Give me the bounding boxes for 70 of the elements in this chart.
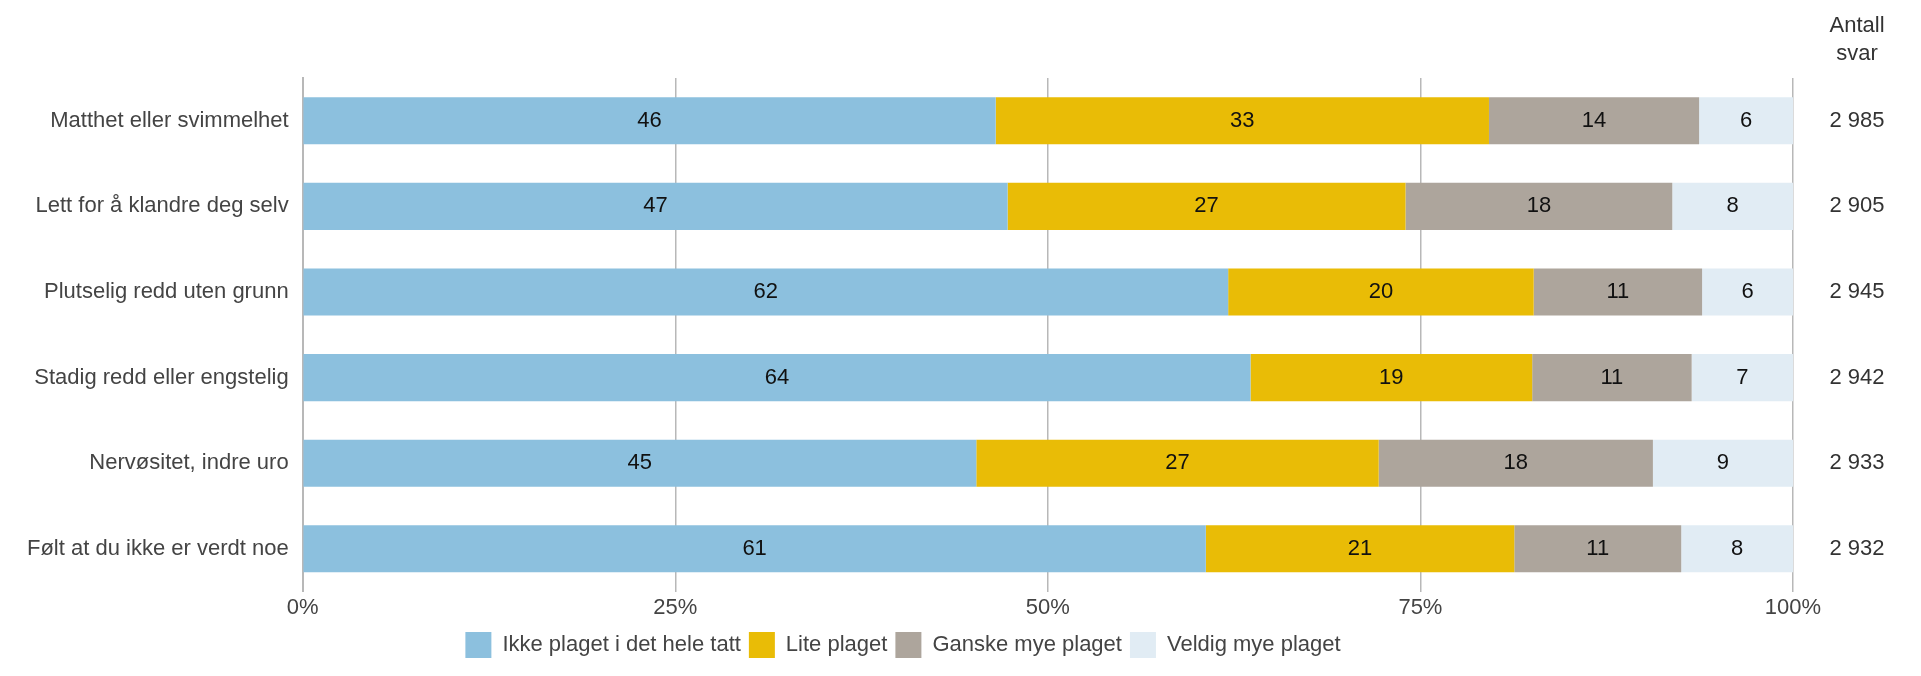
bar	[1007, 182, 1406, 230]
x-tick-label: 25%	[653, 593, 698, 619]
legend-label: Veldig mye plaget	[1166, 631, 1341, 657]
x-tick-label: 100%	[1764, 593, 1822, 619]
bar	[1228, 268, 1534, 316]
data-label: 18	[1503, 449, 1529, 475]
data-label: 8	[1726, 192, 1739, 218]
data-label: 62	[753, 278, 779, 304]
data-label: 7	[1736, 363, 1749, 389]
legend-label: Lite plaget	[785, 631, 888, 657]
y-tick-label: Lett for å klandre deg selv	[35, 192, 289, 218]
data-label: 61	[742, 534, 767, 560]
bar	[1378, 439, 1653, 487]
data-label: 11	[1586, 534, 1610, 560]
data-label: 6	[1741, 278, 1754, 304]
bar	[1681, 525, 1793, 573]
text: 2 932	[1829, 534, 1885, 560]
bar	[995, 97, 1489, 145]
bar	[303, 268, 1229, 316]
data-label: 18	[1526, 192, 1552, 218]
y-tick-label: Plutselig redd uten grunn	[44, 278, 289, 304]
data-label: 20	[1368, 278, 1394, 304]
data-label: 47	[643, 192, 668, 218]
bar	[303, 354, 1251, 402]
bar	[1691, 354, 1793, 402]
y-tick-label: Matthet eller svimmelhet	[50, 106, 289, 132]
text: 2 933	[1829, 449, 1885, 475]
text: Antall svar	[1829, 12, 1885, 66]
bar	[1405, 182, 1673, 230]
data-label: 8	[1730, 534, 1744, 560]
y-tick-label: Nervøsitet, indre uro	[89, 449, 289, 475]
x-tick-label: 75%	[1398, 593, 1443, 619]
bar	[1699, 97, 1793, 145]
bar	[1533, 268, 1703, 316]
data-label: 19	[1379, 363, 1404, 389]
data-label: 21	[1347, 534, 1373, 560]
text: 2 942	[1829, 363, 1885, 389]
bar	[303, 525, 1206, 573]
data-label: 9	[1716, 449, 1730, 475]
bar	[303, 182, 1008, 230]
y-tick-label: Stadig redd eller engstelig	[34, 363, 289, 389]
legend-label: Ikke plaget i det hele tatt	[502, 631, 741, 657]
text: 2 945	[1829, 278, 1885, 304]
bar	[1672, 182, 1793, 230]
bar	[1488, 97, 1700, 145]
data-label: 45	[627, 449, 653, 475]
data-label: 27	[1165, 449, 1190, 475]
data-label: 14	[1581, 106, 1607, 132]
text: 2 985	[1829, 106, 1885, 132]
y-tick-label: Følt at du ikke er verdt noe	[27, 534, 289, 560]
data-label: 46	[637, 106, 662, 132]
data-label: 64	[764, 363, 790, 389]
data-label: 11	[1600, 363, 1624, 389]
bar	[1652, 439, 1793, 487]
data-label: 27	[1194, 192, 1219, 218]
bar	[1205, 525, 1515, 573]
x-tick-label: 0%	[286, 593, 319, 619]
bar	[976, 439, 1379, 487]
bar	[303, 97, 996, 145]
legend-label: Ganske mye plaget	[932, 631, 1122, 657]
bar	[1532, 354, 1692, 402]
data-label: 11	[1606, 278, 1630, 304]
bar	[1250, 354, 1533, 402]
data-label: 33	[1230, 106, 1255, 132]
text: 2 905	[1829, 192, 1885, 218]
bar	[303, 439, 977, 487]
x-tick-label: 50%	[1025, 593, 1070, 619]
data-label: 6	[1739, 106, 1753, 132]
bar	[1514, 525, 1682, 573]
bar	[1702, 268, 1793, 316]
